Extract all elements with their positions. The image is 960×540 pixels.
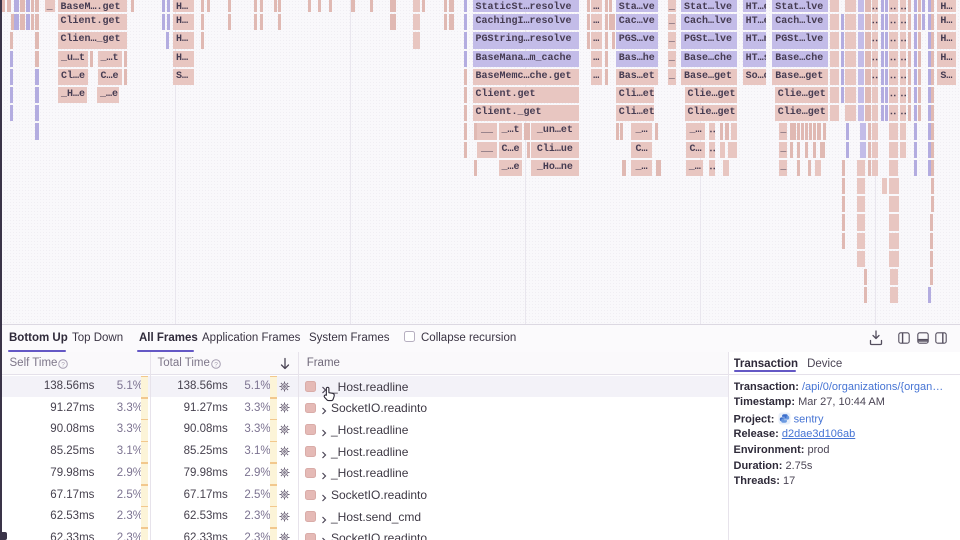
svg-text:?: ? [214,361,218,368]
svg-text:?: ? [61,361,65,368]
